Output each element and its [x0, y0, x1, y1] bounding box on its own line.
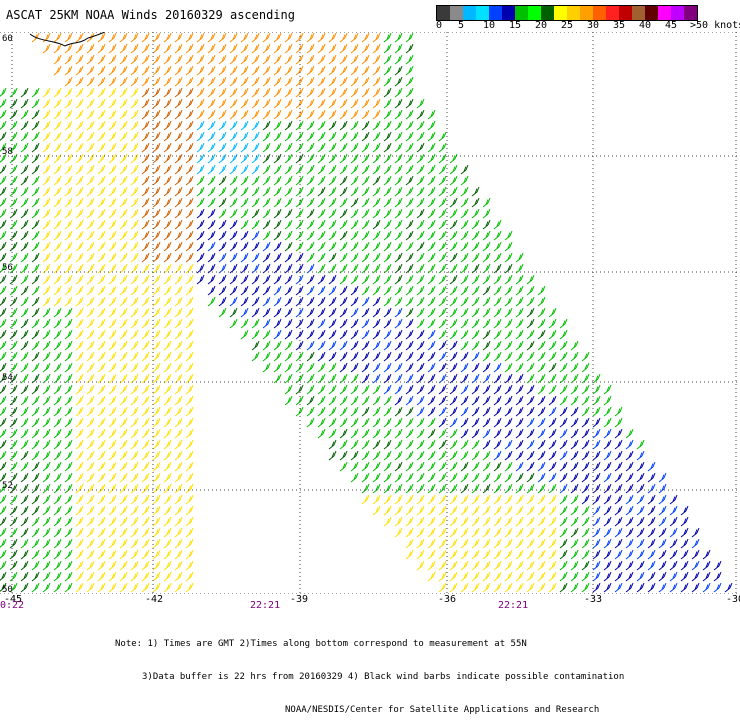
longitude-label: -36: [438, 594, 457, 605]
latitude-label: 56: [2, 263, 13, 273]
colorbar-segment: [463, 6, 476, 20]
longitude-label: -39: [290, 594, 309, 605]
colorbar-label: 5: [458, 20, 465, 31]
colorbar-label: 15: [509, 20, 522, 31]
wind-speed-colorbar: [436, 5, 698, 21]
colorbar-segment: [632, 6, 645, 20]
colorbar-segment: [645, 6, 658, 20]
longitude-label: -30: [726, 594, 740, 605]
colorbar-label: >50 knots: [690, 20, 740, 31]
time-label: 22:21: [498, 600, 529, 611]
note-line-3: NOAA/NESDIS/Center for Satellite Applica…: [285, 705, 600, 715]
wind-barb-map: 60 58 56 54 52 50: [0, 32, 740, 594]
time-labels: 0:22 22:21 22:21: [0, 600, 740, 612]
colorbar-segment: [450, 6, 463, 20]
colorbar-segment: [528, 6, 541, 20]
colorbar-label: 45: [665, 20, 678, 31]
latitude-labels: 60 58 56 54 52 50: [2, 34, 13, 594]
colorbar-segment: [554, 6, 567, 20]
longitude-labels: -45 -42 -39 -36 -33 -30: [0, 594, 740, 606]
wind-barbs: [0, 32, 733, 593]
latitude-label: 54: [2, 373, 13, 383]
longitude-label: -33: [584, 594, 603, 605]
colorbar-segment: [476, 6, 489, 20]
colorbar-labels: 0 5 10 15 20 25 30 35 40 45 >50 knots: [436, 20, 740, 32]
map-title: ASCAT 25KM NOAA Winds 20160329 ascending: [6, 8, 295, 22]
colorbar-label: 30: [587, 20, 600, 31]
colorbar-label: 40: [639, 20, 652, 31]
latitude-label: 50: [2, 585, 13, 594]
colorbar-label: 20: [535, 20, 548, 31]
time-label: 22:21: [250, 600, 281, 611]
coastline: [29, 32, 106, 47]
colorbar-label: 10: [483, 20, 496, 31]
longitude-label: -42: [145, 594, 164, 605]
footnotes: Note: 1) Times are GMT 2)Times along bot…: [115, 617, 624, 727]
colorbar-label: 35: [613, 20, 626, 31]
colorbar-segment: [606, 6, 619, 20]
colorbar-segment: [515, 6, 528, 20]
colorbar-segment: [437, 6, 450, 20]
lat-lon-grid: [0, 32, 740, 594]
colorbar-label: 0: [436, 20, 443, 31]
colorbar-segment: [671, 6, 684, 20]
colorbar-segment: [619, 6, 632, 20]
note-line-2: 3)Data buffer is 22 hrs from 20160329 4)…: [142, 672, 625, 682]
latitude-label: 60: [2, 34, 13, 44]
colorbar-segment: [658, 6, 671, 20]
longitude-label: -45: [4, 594, 23, 605]
colorbar-segment: [567, 6, 580, 20]
colorbar-segment: [684, 6, 697, 20]
note-line-1: Note: 1) Times are GMT 2)Times along bot…: [115, 639, 527, 649]
colorbar-segment: [489, 6, 502, 20]
latitude-label: 58: [2, 147, 13, 157]
colorbar-segment: [593, 6, 606, 20]
colorbar-segment: [580, 6, 593, 20]
time-label: 0:22: [0, 600, 25, 611]
colorbar-label: 25: [561, 20, 574, 31]
colorbar-segment: [541, 6, 554, 20]
latitude-label: 52: [2, 481, 13, 491]
colorbar-segment: [502, 6, 515, 20]
